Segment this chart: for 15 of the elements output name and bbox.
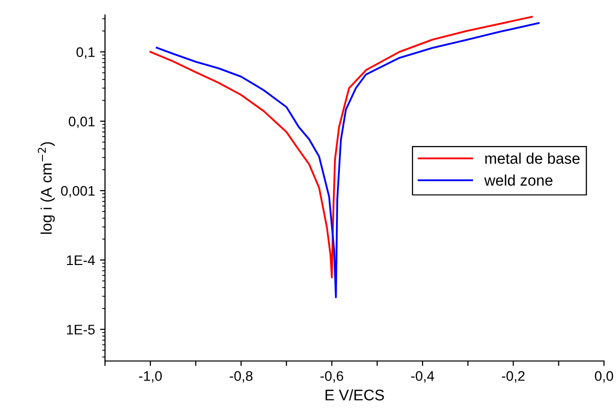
y-axis-title: log i (A cm$^{−2}$) (38, 142, 55, 234)
y-tick-label: 0,001 (61, 186, 95, 198)
y-tick-label: 0,1 (76, 47, 95, 59)
x-tick-label: -0,8 (230, 371, 252, 383)
y-tick-label: 0,01 (68, 116, 95, 128)
x-tick-label: -1,0 (139, 371, 162, 383)
x-axis-title: E V/ECS (326, 389, 384, 400)
y-tick-label: 1E-5 (67, 324, 95, 335)
x-tick-label: -0,4 (411, 371, 434, 383)
x-tick-label: -0,6 (320, 371, 344, 383)
x-tick-label: -0,2 (502, 371, 525, 383)
x-tick-label: 0,0 (594, 371, 614, 383)
legend-label: weld zone (484, 174, 552, 186)
y-tick-label: 1E-4 (67, 255, 95, 266)
legend-label: metal de base (485, 152, 580, 164)
